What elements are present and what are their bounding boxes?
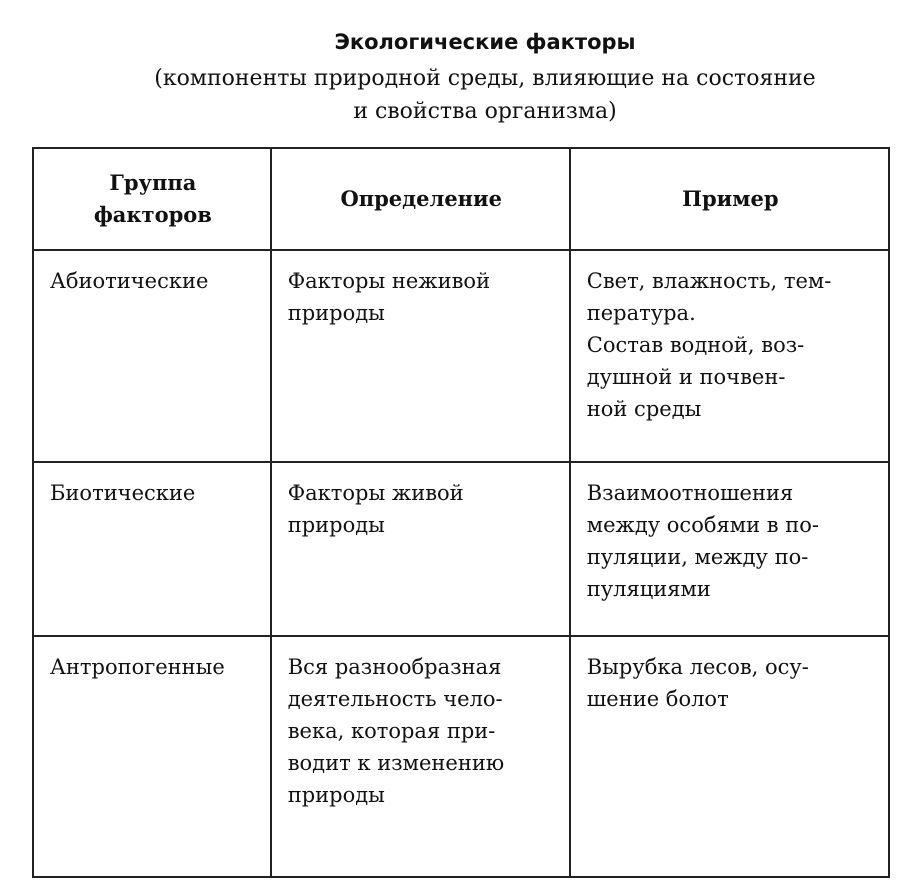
header-definition: Определение (269, 147, 571, 251)
cell-example: Взаимоотношения между особями в по- пуля… (568, 461, 891, 637)
cell-group: Абиотические (32, 249, 272, 463)
table-row: Абиотические Факторы неживой природы Све… (32, 249, 891, 463)
cell-example: Вырубка лесов, осу- шение болот (568, 635, 891, 878)
cell-group: Биотические (32, 461, 272, 637)
header-example: Пример (568, 147, 891, 251)
cell-definition: Факторы неживой природы (269, 249, 571, 463)
header-group: Группа факторов (32, 147, 272, 251)
cell-group: Антропогенные (32, 635, 272, 878)
table-title: Экологические факторы (334, 30, 636, 54)
table-subtitle: (компоненты природной среды, влияющие на… (154, 66, 816, 124)
cell-definition: Вся разнообразная деятельность чело- век… (269, 635, 571, 878)
header-row: Группа факторов Определение Пример (32, 147, 891, 251)
ecological-factors-table: Группа факторов Определение Пример Абиот… (32, 147, 891, 878)
table-row: Антропогенные Вся разнообразная деятельн… (32, 635, 891, 878)
table-row: Биотические Факторы живой природы Взаимо… (32, 461, 891, 637)
cell-example: Свет, влажность, тем- пература. Состав в… (568, 249, 891, 463)
cell-definition: Факторы живой природы (269, 461, 571, 637)
